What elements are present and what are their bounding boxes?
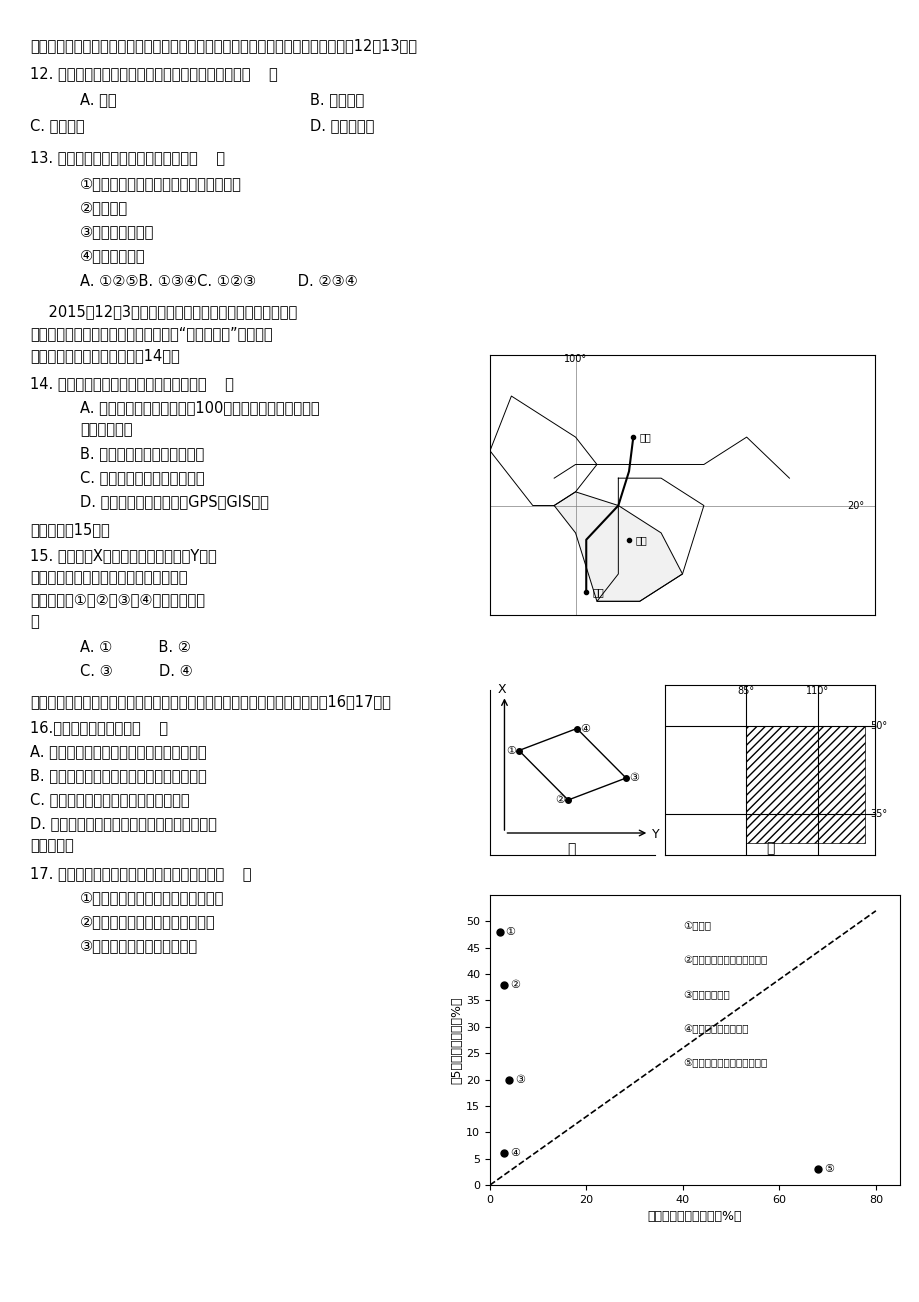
Text: D. 缺少增长快、占地区生产总值比重大优势主: D. 缺少增长快、占地区生产总值比重大优势主 — [30, 816, 217, 831]
Text: ③批发和零售业: ③批发和零售业 — [682, 990, 729, 1000]
Text: A. 气候: A. 气候 — [80, 92, 117, 107]
Text: 12. 导致巴西、俄罗斯生态承载力差异的主要因素是（    ）: 12. 导致巴西、俄罗斯生态承载力差异的主要因素是（ ） — [30, 66, 278, 81]
Text: 20°: 20° — [846, 500, 863, 510]
Text: 廘开: 廘开 — [635, 535, 646, 544]
Text: ②发展传统产业，吸收剩余劳动力: ②发展传统产业，吸收剩余劳动力 — [80, 914, 215, 930]
Text: 50°: 50° — [869, 721, 887, 730]
Text: 2015年12月3日，中泰两国政府签署协议，中国从泰国进: 2015年12月3日，中泰两国政府签署协议，中国从泰国进 — [30, 303, 297, 319]
Text: X: X — [496, 682, 505, 695]
Text: 110°: 110° — [805, 686, 828, 695]
Text: C. 批发和零售业可优先培育为主导产业: C. 批发和零售业可优先培育为主导产业 — [30, 792, 189, 807]
Text: ②: ② — [510, 979, 519, 990]
Bar — [745, 727, 865, 844]
Text: C. 土壤肖力: C. 土壤肖力 — [30, 118, 85, 133]
Text: ⑤: ⑤ — [823, 1164, 833, 1174]
Text: C. 促进昆明至曼谷航空的运营: C. 促进昆明至曼谷航空的运营 — [80, 470, 204, 486]
Y-axis label: 近5年年均增长率（%）: 近5年年均增长率（%） — [450, 996, 463, 1083]
Text: 17. 实现经济可持续发展，该城市可采取措施（    ）: 17. 实现经济可持续发展，该城市可采取措施（ ） — [30, 866, 251, 881]
Text: ②围湖造田: ②围湖造田 — [80, 201, 128, 215]
Text: ①: ① — [505, 927, 515, 937]
X-axis label: 占地区生产总值比重（%）: 占地区生产总值比重（%） — [647, 1211, 742, 1224]
Text: ⑤石油化工和石化产品制造业: ⑤石油化工和石化产品制造业 — [682, 1059, 766, 1069]
Text: B. 国土面积: B. 国土面积 — [310, 92, 364, 107]
Text: ②农副产品加工及食品制造业: ②农副产品加工及食品制造业 — [682, 956, 766, 966]
Text: ①: ① — [505, 746, 516, 755]
Text: 导产业产业: 导产业产业 — [30, 838, 74, 853]
Text: 泰高鐵规划示意图。读图回等14题。: 泰高鐵规划示意图。读图回等14题。 — [30, 348, 179, 363]
Text: ②: ② — [554, 796, 564, 805]
Text: 越的气候条件: 越的气候条件 — [80, 422, 132, 437]
Text: A. ①          B. ②: A. ① B. ② — [80, 641, 190, 655]
Text: C. ③          D. ④: C. ③ D. ④ — [80, 664, 193, 680]
Text: 35°: 35° — [869, 809, 887, 819]
Text: Y: Y — [652, 828, 659, 841]
Text: 下图为我国某城市近五年相关产业占地区生产比重及平均增长率示意图，回等16～17题。: 下图为我国某城市近五年相关产业占地区生产比重及平均增长率示意图，回等16～17题… — [30, 694, 391, 710]
Text: ③利用资源优势，延长产业链: ③利用资源优势，延长产业链 — [80, 937, 198, 953]
Text: 氧化碳能力的土地面积的总和。图为一些国家或地区生态承载力的占比图。读图回等12～13题。: 氧化碳能力的土地面积的总和。图为一些国家或地区生态承载力的占比图。读图回等12～… — [30, 38, 416, 53]
Text: 表农作物商品率，则乙图阴影区域的农业: 表农作物商品率，则乙图阴影区域的农业 — [30, 570, 187, 585]
Text: ③: ③ — [515, 1074, 525, 1085]
Text: 14. 下列关于中泰高鐵的叙述，正确的是（    ）: 14. 下列关于中泰高鐵的叙述，正确的是（ ） — [30, 376, 233, 391]
Text: 100°: 100° — [563, 354, 586, 363]
Text: ）: ） — [30, 615, 39, 629]
Text: 地域类型与①、②、③、④相对应的是（: 地域类型与①、②、③、④相对应的是（ — [30, 592, 205, 607]
Text: 15. 若甲图中X轴代表农业人口密度，Y轴代: 15. 若甲图中X轴代表农业人口密度，Y轴代 — [30, 548, 217, 562]
Text: 读图，回等15题。: 读图，回等15题。 — [30, 522, 109, 536]
Text: 甲: 甲 — [566, 842, 574, 857]
Text: 16.据图可推知，该城市（    ）: 16.据图可推知，该城市（ ） — [30, 720, 168, 736]
Text: B. 增强我国与南亚地区的联系: B. 增强我国与南亚地区的联系 — [80, 447, 204, 461]
Text: ④石油和天然气开采业: ④石油和天然气开采业 — [682, 1025, 748, 1034]
Text: A. ①②⑤B. ①③④C. ①②③         D. ②③④: A. ①②⑤B. ①③④C. ①②③ D. ②③④ — [80, 273, 357, 289]
Text: A. 石油化工和石化产品制造业增长潜力较大: A. 石油化工和石化产品制造业增长潜力较大 — [30, 743, 207, 759]
Text: D. 高鐵综合调度需要运用GPS和GIS技术: D. 高鐵综合调度需要运用GPS和GIS技术 — [80, 493, 268, 509]
Text: ①扩大资源开采规模，大量输出原料: ①扩大资源开采规模，大量输出原料 — [80, 891, 224, 905]
Text: 曼谷: 曼谷 — [592, 587, 604, 596]
Text: ③: ③ — [629, 773, 639, 783]
Text: ④推广生态农业: ④推广生态农业 — [80, 247, 145, 263]
Text: D. 水资源数量: D. 水资源数量 — [310, 118, 374, 133]
Polygon shape — [553, 492, 682, 602]
Text: A. 目前泰国香米远销五大洲100多个国家，主要得益于优: A. 目前泰国香米远销五大洲100多个国家，主要得益于优 — [80, 400, 319, 415]
Text: ①皮鞋业: ①皮鞋业 — [682, 922, 710, 931]
Text: 85°: 85° — [737, 686, 754, 695]
Text: 13. 下列能够提高生态承载力的措施有（    ）: 13. 下列能够提高生态承载力的措施有（ ） — [30, 150, 225, 165]
Text: ③保护野生动植物: ③保护野生动植物 — [80, 224, 154, 240]
Text: ④: ④ — [579, 724, 589, 733]
Text: ①提高废水、废气处理率，实现达标排放: ①提高废水、废气处理率，实现达标排放 — [80, 176, 242, 191]
Text: ④: ④ — [510, 1148, 519, 1159]
Text: 口大米，两国实施鐵路合作项目，又称“高鐵换大米”。图为中: 口大米，两国实施鐵路合作项目，又称“高鐵换大米”。图为中 — [30, 326, 272, 341]
Text: 乙: 乙 — [765, 841, 774, 855]
Text: 昆明: 昆明 — [639, 432, 651, 443]
Text: B. 农副产品加工及食品制造业发展空间较小: B. 农副产品加工及食品制造业发展空间较小 — [30, 768, 207, 783]
